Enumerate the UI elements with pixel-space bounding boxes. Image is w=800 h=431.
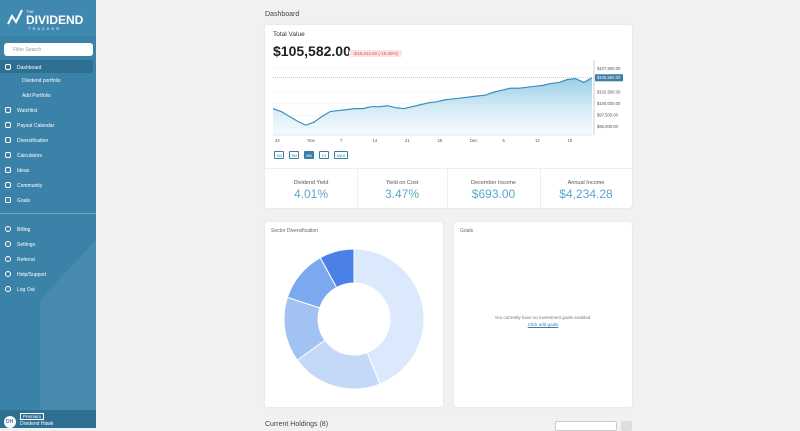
search-placeholder: Filter Search xyxy=(13,47,42,53)
logo-small: THE xyxy=(26,9,34,14)
stat-divider xyxy=(447,168,448,208)
y-tick-label: $97,500.00 xyxy=(597,113,619,118)
nav-icon xyxy=(5,107,11,113)
x-tick-label: Nov xyxy=(308,138,316,143)
current-label-bg xyxy=(595,74,623,82)
range-button-label: 1M xyxy=(276,153,282,158)
logo-main[interactable]: DIVIDEND xyxy=(26,13,84,27)
nav-item[interactable]: Diversification xyxy=(17,137,49,144)
y-tick-label: $102,500.00 xyxy=(597,89,621,94)
nav-icon xyxy=(5,152,11,158)
range-button[interactable]: 1M xyxy=(274,151,284,159)
page-title: Dashboard xyxy=(265,11,300,18)
search-box[interactable]: Filter Search xyxy=(4,43,93,56)
nav-item[interactable]: Goals xyxy=(17,197,31,204)
line xyxy=(272,77,593,126)
nav-icon xyxy=(5,167,11,173)
holdings-title: Current Holdings (8) xyxy=(265,421,329,428)
stat-divider xyxy=(357,168,358,208)
nav-icon xyxy=(5,197,11,203)
user-name[interactable]: Dividend Hawk xyxy=(20,421,54,427)
nav-icon xyxy=(5,122,11,128)
change-badge: -$18,344.00 (-15.69%) xyxy=(349,50,403,57)
goals-message: You currently have no investment goals e… xyxy=(494,315,592,320)
area xyxy=(273,77,592,135)
holdings-button[interactable] xyxy=(621,421,632,431)
nav-item[interactable]: Help/Support xyxy=(17,271,47,278)
nav-item[interactable]: Community xyxy=(17,182,43,189)
stat-value: $4,234.28 xyxy=(559,187,613,201)
stat-value: 4.01% xyxy=(293,187,329,201)
sub-nav-item[interactable]: Add Portfolio xyxy=(22,93,51,99)
stats-divider xyxy=(265,168,632,169)
nav-icon xyxy=(5,182,11,188)
x-tick-label: 28 xyxy=(438,138,443,143)
nav-item[interactable]: Ideas xyxy=(17,167,30,174)
range-button[interactable]: 1Y xyxy=(319,151,329,159)
range-button[interactable]: 6M xyxy=(304,151,314,159)
avatar[interactable]: DH xyxy=(4,416,16,428)
stat-value: 3.47% xyxy=(384,187,420,201)
nav-icon xyxy=(5,271,11,277)
range-button-label: MAX xyxy=(336,153,346,158)
user-area xyxy=(0,410,96,428)
nav-item[interactable]: Calculators xyxy=(17,152,43,159)
logo-sub: TRACKER xyxy=(28,26,62,31)
x-tick-label: 12 xyxy=(535,138,540,143)
stat-label: Annual Income xyxy=(567,180,605,186)
sub-nav-item[interactable]: Dividend portfolio xyxy=(22,78,61,84)
avatar-initials: DH xyxy=(6,419,14,425)
x-tick-label: 24 xyxy=(275,138,280,143)
card-title: Total Value xyxy=(273,31,305,38)
range-button-label: 6M xyxy=(306,153,312,158)
range-button[interactable]: 3M xyxy=(289,151,299,159)
x-tick-label: Dec xyxy=(470,138,477,143)
nav-item[interactable]: Referral xyxy=(17,256,35,263)
range-button[interactable]: MAX xyxy=(334,151,348,159)
range-button-label: 3M xyxy=(291,153,297,158)
card-title: Goals xyxy=(460,228,474,234)
x-tick-label: 5 xyxy=(503,138,506,143)
range-button-label: 1Y xyxy=(321,153,327,158)
nav-icon xyxy=(5,241,11,247)
goals-link[interactable]: Click add goals xyxy=(527,322,559,327)
y-tick-label: $100,000.00 xyxy=(597,101,621,106)
current-label: $105,582.00 xyxy=(597,75,621,80)
donut-segment xyxy=(319,248,355,289)
active-nav-bg xyxy=(0,60,93,73)
card-title: Sector Diversification xyxy=(271,228,318,234)
y-tick-label: $95,000.00 xyxy=(597,124,619,129)
x-tick-label: 7 xyxy=(340,138,343,143)
stat-label: December Income xyxy=(471,180,516,186)
x-tick-label: 14 xyxy=(373,138,378,143)
holdings-search[interactable] xyxy=(555,421,617,431)
nav-item[interactable]: Payout Calendar xyxy=(17,122,55,129)
nav-icon xyxy=(5,226,11,232)
nav-icon xyxy=(5,256,11,262)
goals-card xyxy=(454,222,632,407)
nav-item[interactable]: Billing xyxy=(17,226,31,233)
nav-item[interactable]: Watchlist xyxy=(17,107,38,114)
nav-item[interactable]: Log Out xyxy=(17,286,35,293)
user-badge: Premium xyxy=(20,413,45,420)
divider xyxy=(0,213,96,214)
stat-label: Yield on Cost xyxy=(385,180,419,186)
y-tick-label: $107,500.00 xyxy=(597,66,621,71)
stat-value: $693.00 xyxy=(471,187,516,201)
nav-icon xyxy=(5,64,11,70)
total-amount: $105,582.00 xyxy=(273,43,351,59)
stat-divider xyxy=(540,168,541,208)
sidebar: THE DIVIDEND TRACKER Filter Search Dashboard… xyxy=(0,0,96,428)
nav-icon xyxy=(5,286,11,292)
sidebar-deco xyxy=(0,0,96,428)
nav-icon xyxy=(5,137,11,143)
x-tick-label: 19 xyxy=(568,138,573,143)
nav-item[interactable]: Settings xyxy=(17,241,36,248)
donut-segment xyxy=(353,248,425,385)
x-tick-label: 21 xyxy=(405,138,410,143)
stat-label: Dividend Yield xyxy=(293,180,329,186)
nav-item[interactable]: Dashboard xyxy=(17,64,42,71)
